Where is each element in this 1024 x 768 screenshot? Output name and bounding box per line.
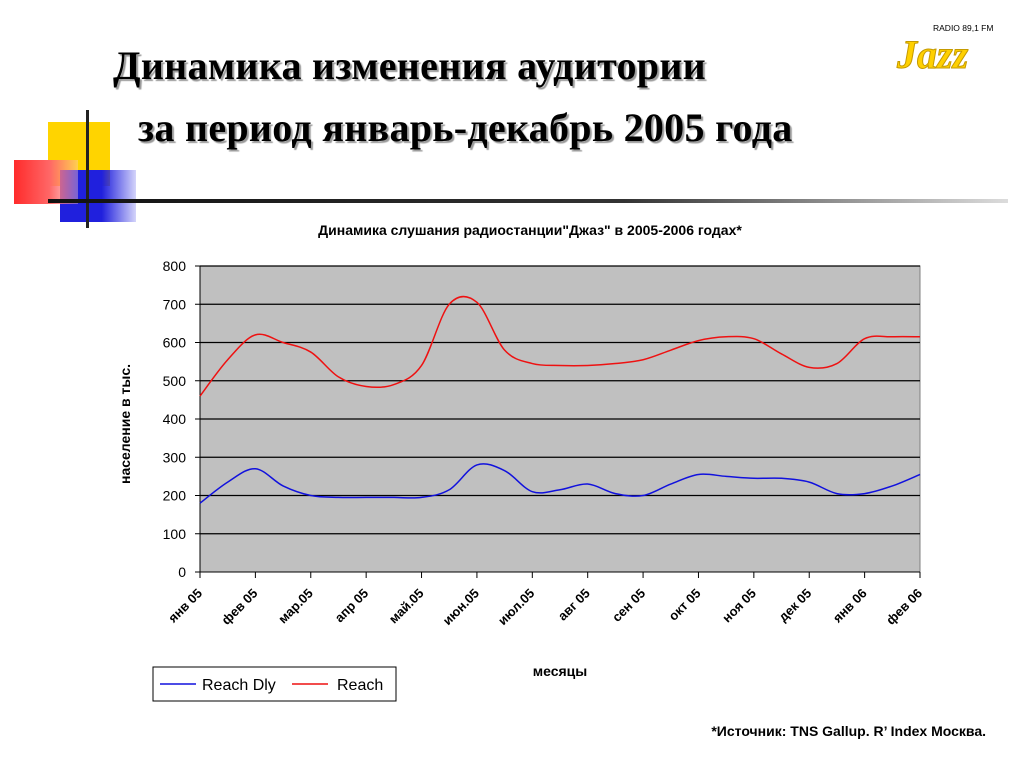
x-tick-label: май.05 [386, 586, 427, 627]
logo-word: Jazz [896, 32, 969, 75]
series-line-reach-dly [199, 463, 921, 504]
logo-radio-text: RADIO 89,1 FM [933, 23, 993, 33]
y-tick-label: 700 [163, 296, 187, 312]
x-tick-label: ноя 05 [719, 586, 759, 626]
grid-lines [200, 265, 920, 535]
red-square-decoration [14, 160, 78, 204]
x-tick-label: окт 05 [665, 586, 703, 624]
x-tick-label: июн.05 [440, 586, 482, 628]
x-tick-label: июл.05 [495, 586, 538, 629]
y-tick-label: 300 [163, 449, 187, 465]
jazz-radio-logo: RADIO 89,1 FM Jazz [896, 23, 994, 75]
legend: Reach Dly Reach [152, 666, 397, 702]
x-tick-label: янв 05 [165, 586, 205, 626]
legend-label-reach-dly: Reach Dly [202, 677, 276, 694]
y-tick-label: 200 [163, 488, 187, 504]
x-tick-label: авг 05 [555, 586, 593, 624]
horizontal-rule-decoration [48, 199, 1008, 203]
y-tick-label: 400 [163, 411, 187, 427]
y-axis: 0 100 200 300 400 500 600 700 800 [163, 258, 201, 580]
x-tick-label: фев 05 [218, 586, 260, 628]
vertical-rule-decoration [86, 110, 89, 228]
x-axis: янв 05 фев 05 мар.05 апр 05 май.05 июн.05 июл.… [165, 571, 925, 629]
y-tick-label: 100 [163, 526, 187, 542]
chart-title: Динамика слушания радиостанции"Джаз" в 2… [318, 222, 742, 238]
x-tick-label: янв 06 [830, 586, 870, 626]
slide-title-line-1: Динамика изменения аудитории [113, 43, 707, 88]
x-axis-label: месяцы [533, 663, 587, 679]
legend-label-reach: Reach [337, 677, 383, 694]
x-tick-label: фев 06 [883, 586, 925, 628]
x-tick-label: апр 05 [332, 586, 372, 626]
source-note: *Источник: TNS Gallup. R’ Index Москва. [711, 723, 986, 739]
y-tick-label: 800 [163, 258, 187, 274]
y-tick-label: 500 [163, 373, 187, 389]
x-tick-label: сен 05 [609, 586, 648, 625]
y-tick-label: 0 [178, 564, 186, 580]
y-tick-label: 600 [163, 335, 187, 351]
y-axis-label: население в тыс. [117, 364, 133, 484]
x-tick-label: дек 05 [775, 586, 814, 625]
series-line-reach [199, 295, 921, 397]
series-lines [199, 295, 921, 504]
x-tick-label: мар.05 [275, 586, 316, 627]
slide-title-line-2: за период январь-декабрь 2005 года [138, 105, 793, 150]
